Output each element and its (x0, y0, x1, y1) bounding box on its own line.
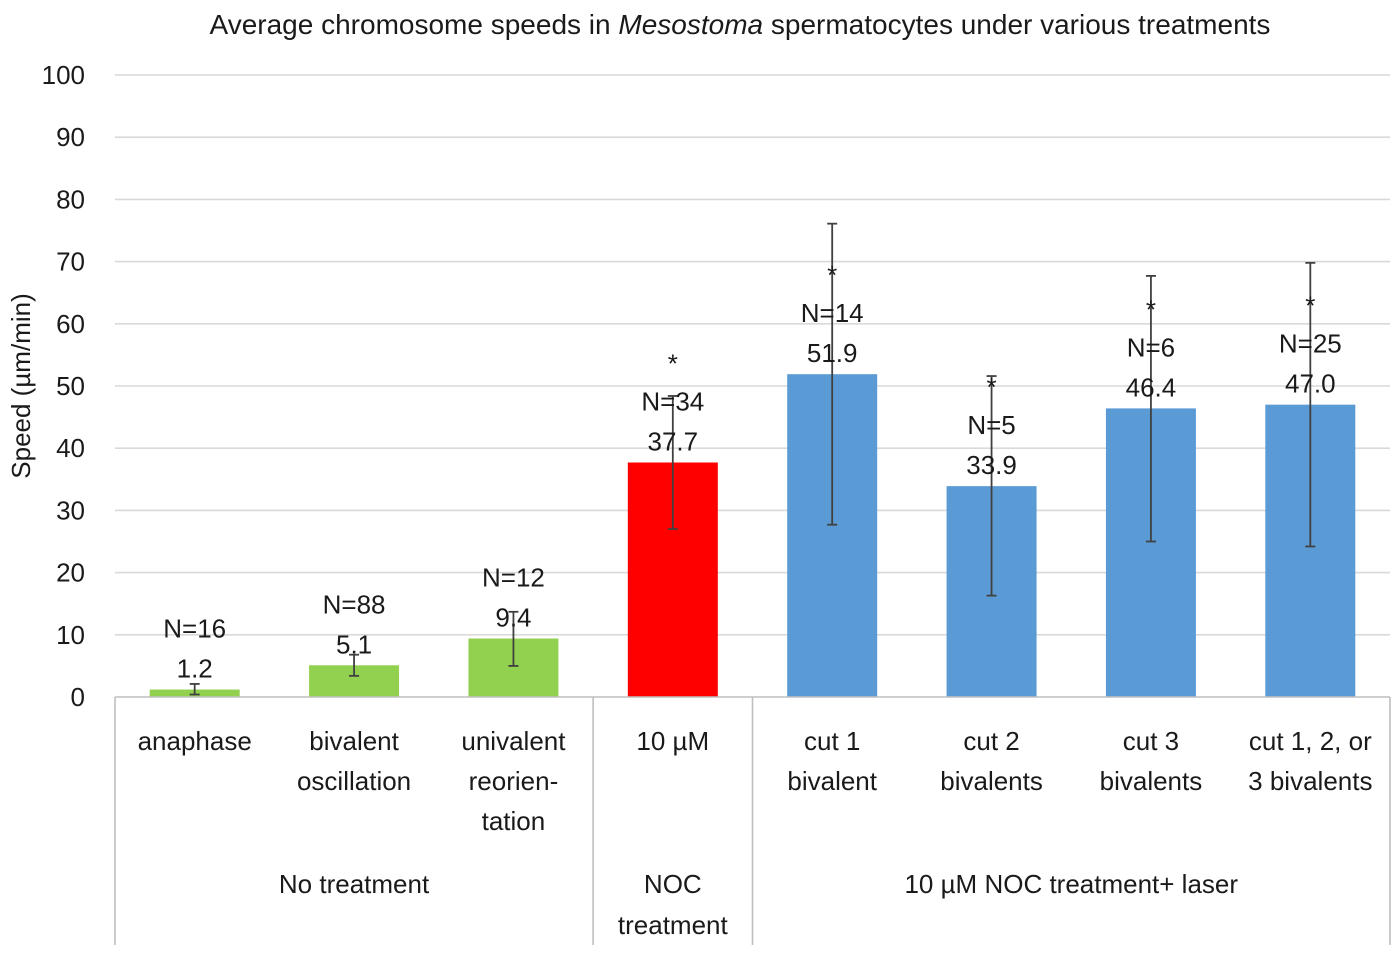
significance-marker-4: * (827, 260, 837, 290)
value-label-6: 46.4 (1126, 372, 1177, 402)
category-label-2-1: reorien- (469, 766, 559, 796)
gridlines (115, 74, 1390, 636)
y-tick-label-10: 10 (56, 620, 85, 650)
category-label-0-0: anaphase (138, 726, 252, 756)
x-axis: anaphase bivalent oscillation univalent reor… (114, 696, 1391, 945)
chart-title-part-2: Mesostoma (618, 9, 763, 40)
n-label-4: N=14 (801, 298, 864, 328)
n-label-2: N=12 (482, 563, 545, 593)
group-label-1-1: treatment (618, 910, 729, 940)
y-tick-label-40: 40 (56, 433, 85, 463)
category-label-1-0: bivalent (309, 726, 399, 756)
category-label-4-0: cut 1 (804, 726, 860, 756)
data-labels: 1.2 N=16 5.1 N=88 9.4 N=12 37.7 N=34 * 51.9 N=14 * 3… (163, 260, 1342, 683)
category-label-5-1: bivalents (940, 766, 1043, 796)
y-tick-label-30: 30 (56, 495, 85, 525)
value-label-2: 9.4 (495, 603, 531, 633)
y-tick-label-60: 60 (56, 309, 85, 339)
significance-marker-7: * (1305, 291, 1315, 321)
chart-title: Average chromosome speeds in Mesostoma s… (210, 9, 1271, 40)
category-label-6-1: bivalents (1100, 766, 1203, 796)
category-label-7-0: cut 1, 2, or (1249, 726, 1372, 756)
bars (149, 374, 1356, 697)
value-label-3: 37.7 (648, 427, 699, 457)
category-label-3-0: 10 µM (636, 726, 709, 756)
category-label-5-0: cut 2 (963, 726, 1019, 756)
value-label-4: 51.9 (807, 338, 858, 368)
category-label-4-1: bivalent (787, 766, 877, 796)
y-tick-label-20: 20 (56, 558, 85, 588)
y-tick-label-90: 90 (56, 122, 85, 152)
value-label-1: 5.1 (336, 629, 372, 659)
y-tick-label-100: 100 (42, 60, 85, 90)
n-label-6: N=6 (1127, 332, 1175, 362)
y-tick-label-50: 50 (56, 371, 85, 401)
significance-marker-3: * (668, 349, 678, 379)
group-label-1-0: NOC (644, 869, 702, 899)
y-tick-label-70: 70 (56, 247, 85, 277)
group-label-2-0: 10 µM NOC treatment+ laser (904, 869, 1238, 899)
significance-marker-6: * (1146, 294, 1156, 324)
significance-marker-5: * (987, 372, 997, 402)
value-label-5: 33.9 (966, 450, 1017, 480)
value-label-0: 1.2 (177, 654, 213, 684)
category-label-2-0: univalent (461, 726, 566, 756)
category-label-1-1: oscillation (297, 766, 411, 796)
value-label-7: 47.0 (1285, 369, 1336, 399)
n-label-3: N=34 (641, 387, 704, 417)
n-label-7: N=25 (1279, 329, 1342, 359)
category-label-7-1: 3 bivalents (1248, 766, 1372, 796)
y-axis-label: Speed (µm/min) (6, 293, 36, 478)
y-tick-labels: 0 10 20 30 40 50 60 70 80 90 100 (42, 60, 85, 712)
n-label-5: N=5 (967, 410, 1015, 440)
y-tick-label-0: 0 (71, 682, 85, 712)
chart-title-part-1: Average chromosome speeds in (210, 9, 619, 40)
n-label-1: N=88 (323, 589, 386, 619)
category-label-2-2: tation (482, 806, 546, 836)
chart-title-part-3: spermatocytes under various treatments (763, 9, 1270, 40)
category-label-6-0: cut 3 (1123, 726, 1179, 756)
n-label-0: N=16 (163, 614, 226, 644)
y-tick-label-80: 80 (56, 184, 85, 214)
group-label-0-0: No treatment (279, 869, 430, 899)
error-bars (189, 222, 1316, 696)
